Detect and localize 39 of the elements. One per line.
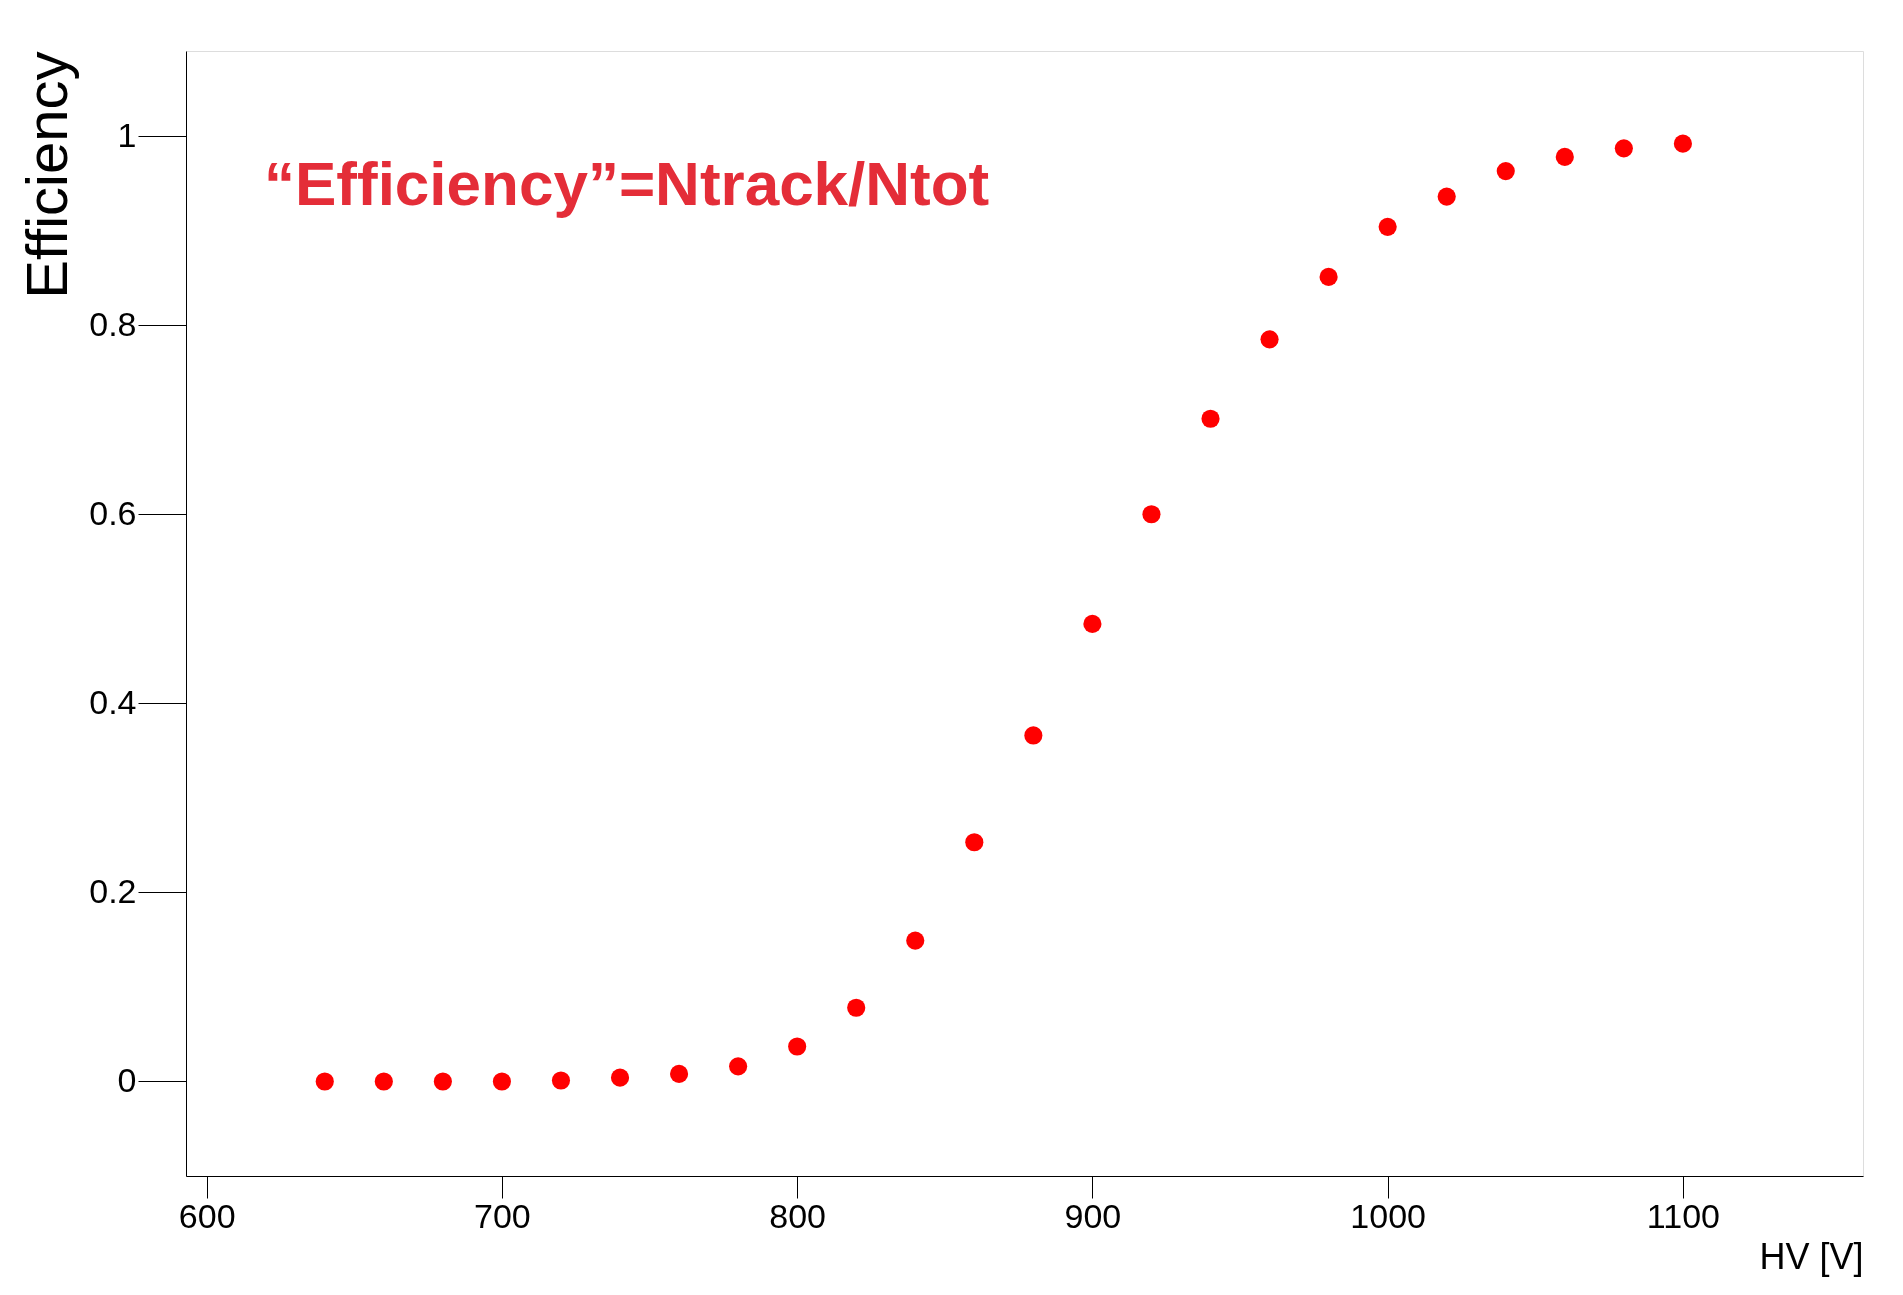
- x-tick-label: 1100: [1646, 1196, 1720, 1235]
- point: [315, 1072, 334, 1091]
- point: [1319, 267, 1338, 287]
- y-tick-label: 0.8: [89, 304, 137, 343]
- point: [1496, 162, 1515, 181]
- point: [1614, 139, 1633, 158]
- point: [374, 1072, 393, 1091]
- point: [1201, 409, 1220, 428]
- point: [610, 1068, 630, 1087]
- point: [1142, 505, 1161, 524]
- x-tick-label: 800: [769, 1196, 827, 1235]
- annotation: “Efficiency”=Ntrack/Ntot: [264, 149, 990, 218]
- point: [1378, 217, 1397, 236]
- point: [847, 998, 866, 1017]
- y-axis-title: Efficiency: [14, 51, 80, 299]
- point: [1024, 726, 1043, 745]
- point: [492, 1072, 511, 1091]
- point: [551, 1071, 571, 1090]
- x-tick-label: 700: [474, 1196, 531, 1235]
- x-tick-label: 1000: [1350, 1196, 1426, 1235]
- point: [1555, 147, 1574, 166]
- point: [669, 1064, 689, 1083]
- point: [1437, 187, 1456, 206]
- x-tick-label: 600: [178, 1196, 236, 1235]
- x-tick-label: 900: [1064, 1196, 1122, 1235]
- y-tick-label: 0.4: [89, 682, 137, 721]
- point: [906, 931, 925, 950]
- y-tick-label: 0: [117, 1060, 137, 1099]
- x-axis-title: HV [V]: [1759, 1235, 1864, 1277]
- point: [433, 1072, 452, 1091]
- y-tick-label: 1: [117, 115, 137, 154]
- point: [729, 1057, 748, 1076]
- point: [965, 833, 984, 852]
- y-tick-label: 0.6: [89, 493, 137, 532]
- point: [1260, 330, 1279, 349]
- point: [1083, 614, 1102, 633]
- point: [788, 1037, 807, 1056]
- y-tick-label: 0.2: [89, 871, 137, 910]
- point: [1673, 134, 1692, 153]
